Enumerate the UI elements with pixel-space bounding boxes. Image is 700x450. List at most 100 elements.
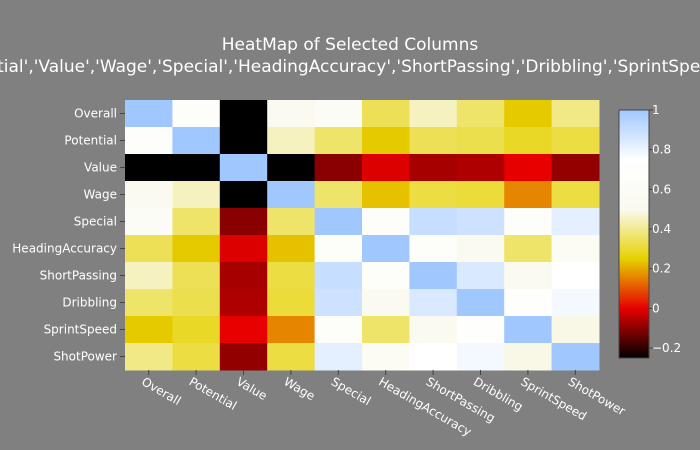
heatmap-cell [172,262,221,290]
heatmap-cell [362,343,410,371]
heatmap-cell [409,208,458,236]
heatmap-cell [172,289,221,317]
x-tick-label: Value [234,374,270,403]
y-tick-label: Overall [74,107,117,121]
y-axis-labels: Overall Potential Value Wage Special HeadingA… [12,107,125,364]
heatmap-cell [456,343,505,371]
heatmap-cell [362,181,410,209]
heatmap-cell [362,100,410,128]
chart-title: HeatMap of Selected Columns [222,35,479,55]
heatmap-cell [314,316,363,344]
heatmap-cell [456,316,505,344]
heatmap-cells [125,100,600,371]
heatmap-cell [219,208,268,236]
y-tick-label: ShortPassing [40,269,117,283]
heatmap-cell [267,127,316,155]
heatmap-cell [267,235,316,263]
heatmap-cell [551,100,600,128]
heatmap-cell [219,181,268,209]
heatmap-cell [314,289,363,317]
heatmap-cell [456,181,505,209]
heatmap-cell [362,208,410,236]
heatmap-cell [314,343,363,371]
heatmap-cell [267,262,316,290]
y-tick-label: Special [74,215,117,229]
heatmap-cell [456,262,505,290]
heatmap-cell [314,262,363,290]
heatmap-cell [504,262,553,290]
heatmap-cell [125,316,173,344]
heatmap-cell [267,100,316,128]
heatmap-cell [172,343,221,371]
heatmap-cell [172,127,221,155]
heatmap-cell [504,154,553,182]
colorbar-tick-label: −0.2 [652,341,681,355]
heatmap-cell [551,154,600,182]
heatmap-cell [267,316,316,344]
y-tick-label: Wage [84,188,117,202]
colorbar-tick-label: 0.4 [652,222,671,236]
heatmap-cell [267,181,316,209]
y-tick-label: HeadingAccuracy [12,242,117,256]
heatmap-cell [456,100,505,128]
x-tick-label: Overall [139,374,183,408]
heatmap-cell [504,343,553,371]
x-tick-label: Special [329,374,373,408]
heatmap-cell [409,262,458,290]
heatmap-cell [551,181,600,209]
heatmap-cell [314,208,363,236]
heatmap-cell [172,154,221,182]
heatmap-cell [125,208,173,236]
heatmap-cell [219,262,268,290]
heatmap-cell [504,235,553,263]
heatmap-cell [219,235,268,263]
heatmap-cell [172,316,221,344]
colorbar-tick-label: 0.8 [652,143,671,157]
heatmap-cell [551,208,600,236]
heatmap-cell [172,181,221,209]
heatmap-cell [362,289,410,317]
x-tick-label: Potential [187,374,240,412]
heatmap-cell [362,316,410,344]
heatmap-cell [125,127,173,155]
heatmap-cell [551,235,600,263]
heatmap-cell [125,262,173,290]
heatmap-cell [504,181,553,209]
heatmap-cell [551,262,600,290]
y-tick-label: Value [84,161,117,175]
heatmap-cell [362,127,410,155]
colorbar: −0.2 0 0.2 0.4 0.6 0.8 1 [618,103,681,359]
colorbar-gradient [618,109,650,359]
heatmap-cell [219,343,268,371]
heatmap-cell [125,343,173,371]
heatmap-cell [125,154,173,182]
heatmap-cell [504,127,553,155]
heatmap-cell [409,181,458,209]
heatmap-cell [504,289,553,317]
heatmap-cell [125,100,173,128]
heatmap-cell [314,100,363,128]
heatmap-cell [551,343,600,371]
chart-subtitle: ['Overall','Potential','Value','Wage','S… [0,57,700,77]
colorbar-tick-label: 0.6 [652,182,671,196]
heatmap-cell [219,127,268,155]
heatmap-cell [314,127,363,155]
heatmap-cell [551,316,600,344]
heatmap-cell [504,316,553,344]
heatmap-cell [219,289,268,317]
heatmap-cell [172,208,221,236]
heatmap-cell [409,100,458,128]
heatmap-cell [314,154,363,182]
colorbar-tick-label: 1 [652,103,660,117]
heatmap-cell [456,208,505,236]
heatmap-cell [456,154,505,182]
heatmap-cell [409,343,458,371]
heatmap-cell [551,127,600,155]
y-tick-label: ShotPower [53,350,117,364]
colorbar-tick-label: 0 [652,301,660,315]
heatmap-cell [125,181,173,209]
heatmap-cell [362,262,410,290]
